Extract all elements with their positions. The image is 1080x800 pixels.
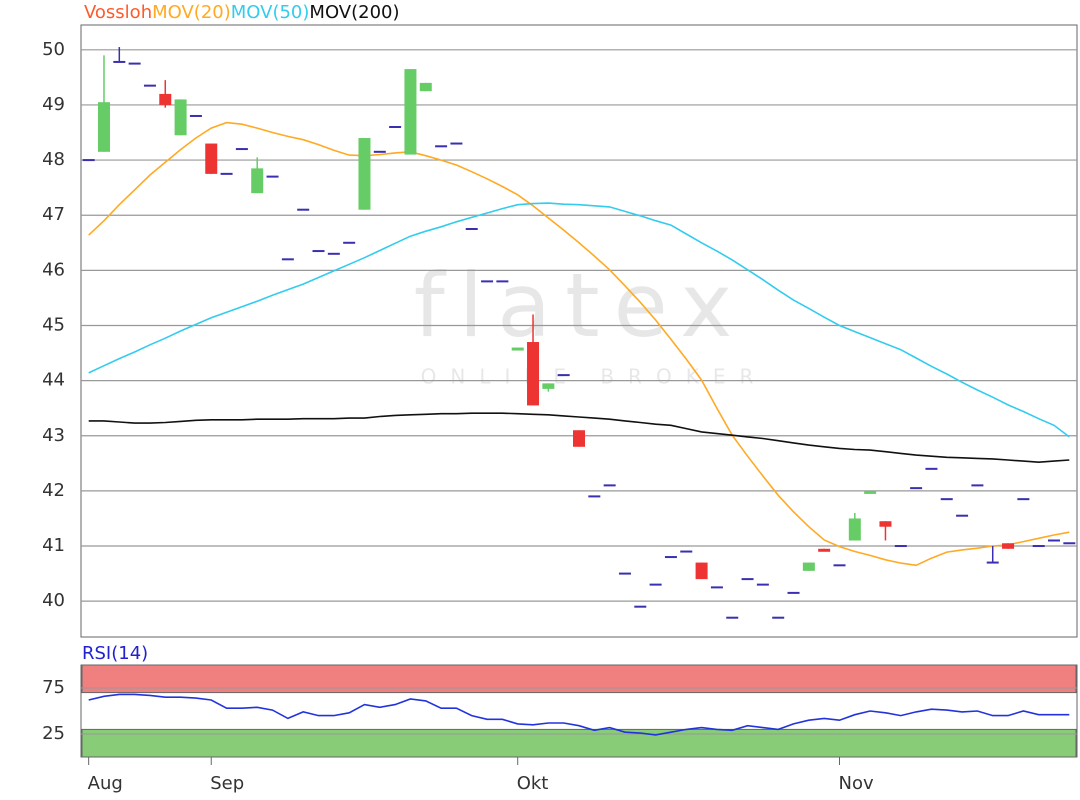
candle-body <box>848 518 861 541</box>
y-tick-label: 49 <box>42 94 65 115</box>
candle-body <box>879 521 892 527</box>
moving-average <box>88 121 1070 567</box>
x-tick-label: Aug <box>88 773 123 794</box>
candle-body <box>1002 543 1015 549</box>
candle-body <box>251 168 264 194</box>
moving-average <box>88 412 1070 464</box>
price-panel <box>80 24 1078 638</box>
candle-body <box>419 82 432 92</box>
candle-body <box>818 548 831 552</box>
moving-average <box>88 202 1070 438</box>
legend-entry: Vossloh <box>84 2 152 23</box>
y-tick-label: 43 <box>42 425 65 446</box>
y-tick-label: 47 <box>42 204 65 225</box>
candle-body <box>573 430 585 447</box>
x-tick-label: Nov <box>838 773 873 794</box>
candle-body <box>511 347 524 351</box>
y-tick-label: 46 <box>42 259 65 280</box>
legend-entry: MOV(20) <box>152 2 231 23</box>
x-tick-label: Sep <box>210 773 244 794</box>
legend-entry: MOV(50) <box>231 2 310 23</box>
y-tick-label: 42 <box>42 480 65 501</box>
candle-body <box>404 69 417 155</box>
y-tick-label: 41 <box>42 535 65 556</box>
x-tick-label: Okt <box>517 773 549 794</box>
y-tick-label: 25 <box>42 723 65 744</box>
candle-body <box>97 102 110 152</box>
y-tick-label: 45 <box>42 314 65 335</box>
y-tick-label: 40 <box>42 590 65 611</box>
candle-body <box>527 342 540 406</box>
y-tick-label: 44 <box>42 370 65 391</box>
candle-body <box>159 93 172 105</box>
watermark: flatex <box>414 254 747 357</box>
rsi-title: RSI(14) <box>82 643 148 664</box>
candle-body <box>174 99 187 136</box>
candle-body <box>802 562 815 571</box>
y-tick-label: 50 <box>42 39 65 60</box>
legend-entry: MOV(200) <box>309 2 399 23</box>
rsi-line <box>88 693 1070 736</box>
candle-body <box>695 562 708 580</box>
y-tick-label: 75 <box>42 677 65 698</box>
candle-body <box>542 383 555 389</box>
y-tick-label: 48 <box>42 149 65 170</box>
candle-body <box>864 490 877 494</box>
watermark-sub: ONLINE BROKER <box>421 365 768 389</box>
candle-body <box>205 143 218 174</box>
candle-body <box>358 138 371 210</box>
